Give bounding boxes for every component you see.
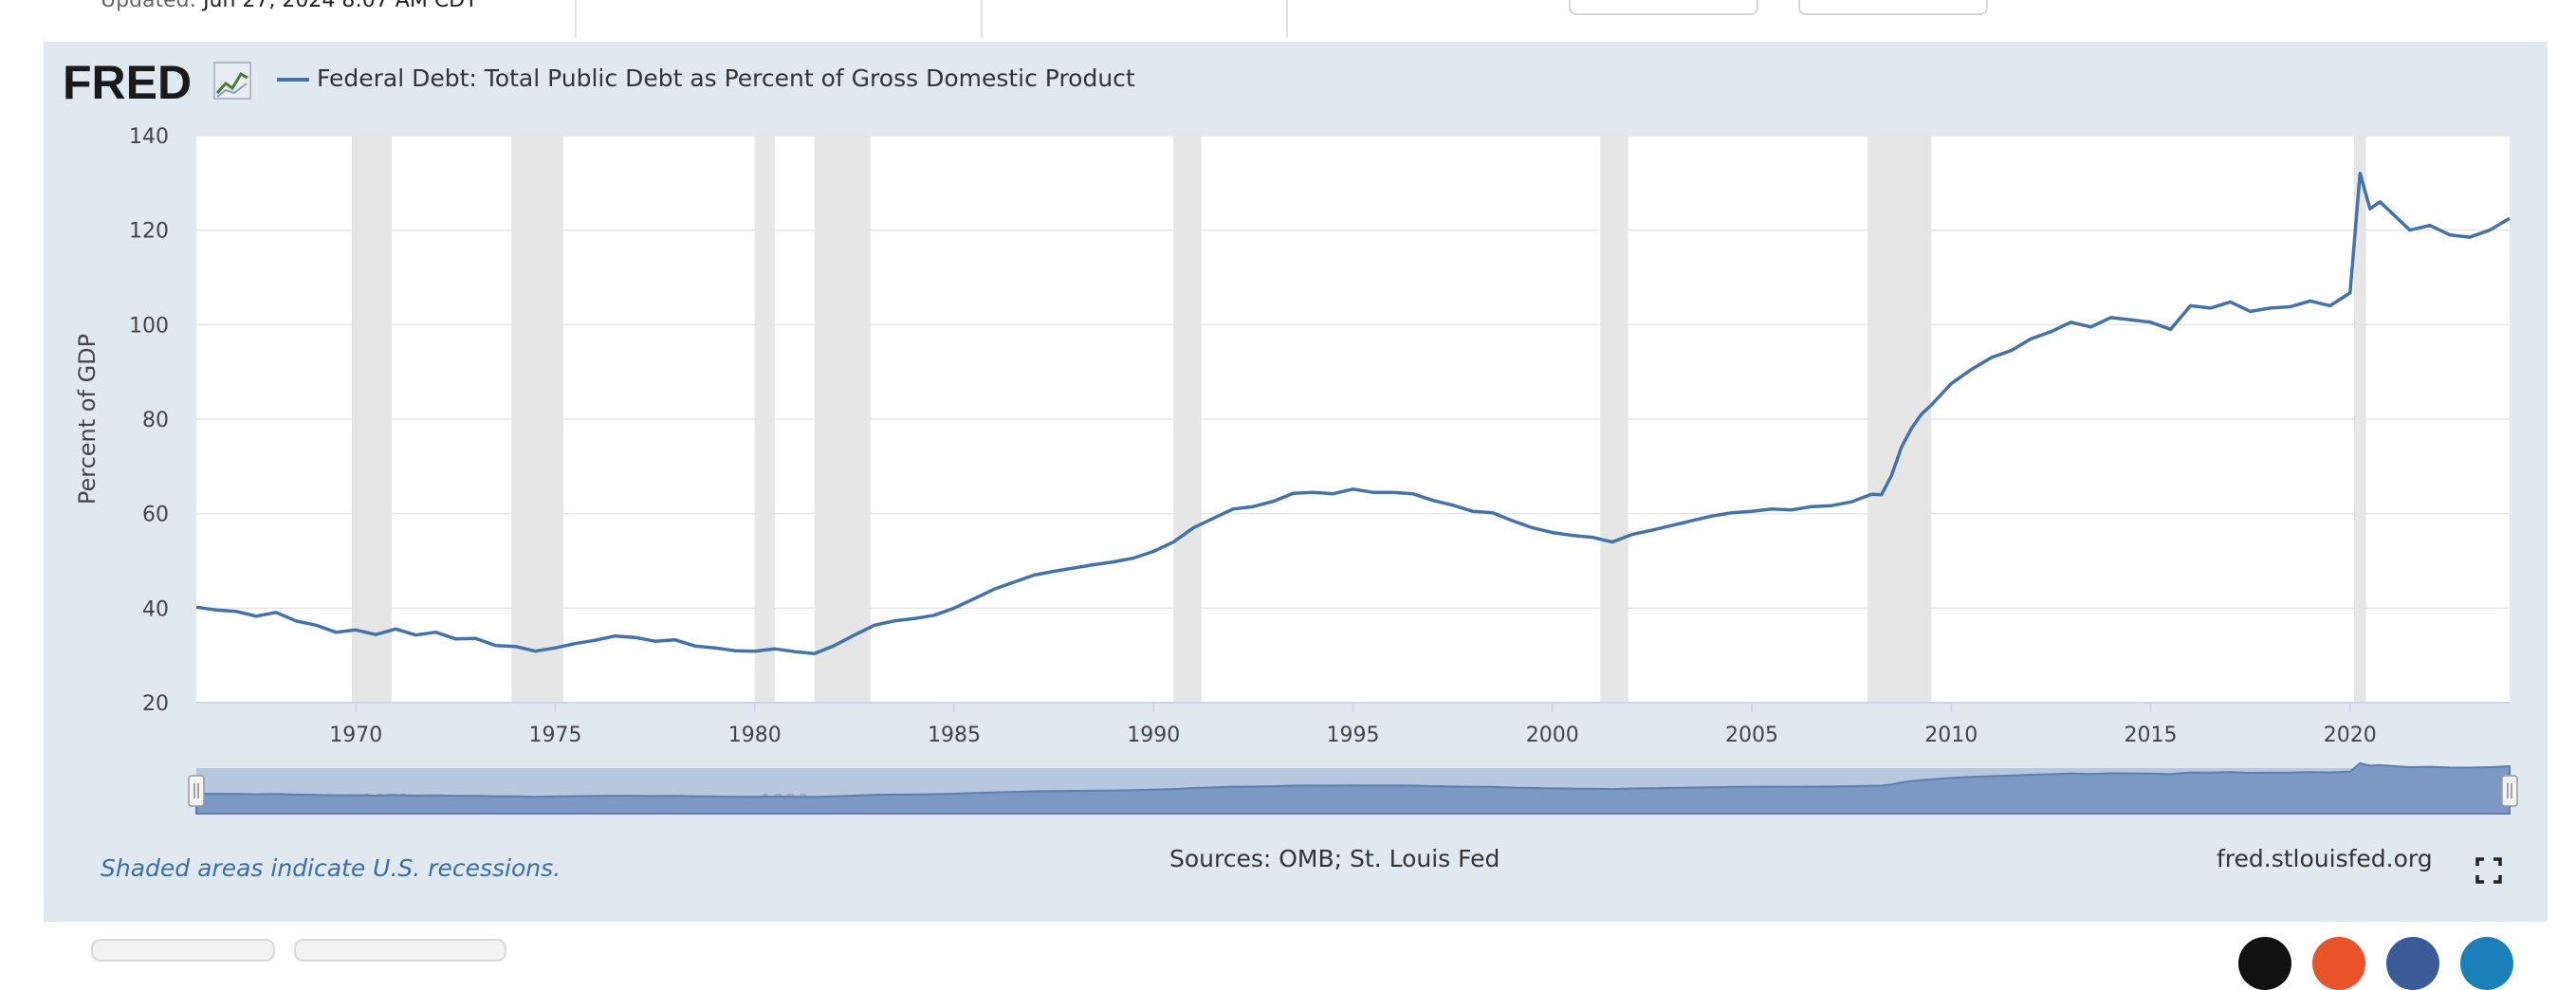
y-axis-ticks: 20 40 60 80 100 120 140 <box>129 125 169 716</box>
top-strip: Updated: Jun 27, 2024 8:07 AM CDT <box>0 0 2576 42</box>
y-tick-label: 120 <box>129 220 169 244</box>
share-reddit-icon[interactable] <box>2312 937 2365 990</box>
y-tick-label: 40 <box>142 597 169 621</box>
x-axis-ticks: 1970 1975 1980 1985 1990 1995 2000 2005 2010 2015… <box>329 703 2377 747</box>
y-tick-label: 80 <box>142 409 169 432</box>
y-tick-label: 100 <box>129 314 169 338</box>
series-line[interactable] <box>195 172 2511 655</box>
x-tick-label: 2005 <box>1725 724 1778 747</box>
x-tick-label: 1980 <box>728 724 782 747</box>
fred-site-link[interactable]: fred.stlouisfed.org <box>2217 845 2433 872</box>
navigator-series-area <box>195 761 2511 815</box>
date-range-start-input[interactable] <box>1569 0 1758 15</box>
fred-logo[interactable]: FRED <box>63 57 252 104</box>
x-tick-label: 1975 <box>528 724 581 747</box>
x-tick-label: 1995 <box>1327 724 1380 747</box>
share-x-icon[interactable] <box>2238 937 2291 990</box>
sources-text: Sources: OMB; St. Louis Fed <box>1169 845 1500 872</box>
legend-series-label[interactable]: Federal Debt: Total Public Debt as Perce… <box>317 64 1135 92</box>
x-tick-label: 2020 <box>2324 724 2377 747</box>
x-tick-label: 2000 <box>1526 724 1579 747</box>
legend-series-swatch <box>277 78 309 82</box>
top-divider <box>981 0 983 38</box>
y-axis-label: Percent of GDP <box>74 334 101 504</box>
recession-note: Shaded areas indicate U.S. recessions. <box>101 854 561 882</box>
x-tick-label: 2015 <box>2125 724 2178 747</box>
top-divider <box>1286 0 1288 38</box>
share-facebook-icon[interactable] <box>2386 937 2439 990</box>
navigator-left-handle[interactable] <box>188 775 205 807</box>
x-tick-label: 2010 <box>1924 724 1978 747</box>
updated-value: Jun 27, 2024 8:07 AM CDT <box>203 0 478 12</box>
updated-timestamp: Updated: Jun 27, 2024 8:07 AM CDT <box>101 0 478 12</box>
updated-label: Updated: <box>101 0 197 12</box>
bottom-control-button[interactable] <box>91 939 275 962</box>
top-divider <box>575 0 577 38</box>
fred-trend-icon <box>213 62 251 100</box>
share-linkedin-icon[interactable] <box>2460 937 2513 990</box>
date-range-end-input[interactable] <box>1798 0 1988 15</box>
navigator-right-handle[interactable] <box>2501 775 2518 807</box>
expand-icon[interactable] <box>2475 857 2502 884</box>
fred-logo-text: FRED <box>63 57 192 104</box>
range-navigator[interactable]: 197019801990200020102020 <box>188 761 2518 815</box>
x-tick-label: 1990 <box>1127 724 1180 747</box>
x-tick-label: 1985 <box>928 724 981 747</box>
bottom-control-button[interactable] <box>294 939 506 962</box>
x-tick-label: 1970 <box>329 724 382 747</box>
y-tick-label: 20 <box>142 692 169 716</box>
y-tick-label: 60 <box>142 504 169 527</box>
y-tick-label: 140 <box>129 125 169 149</box>
